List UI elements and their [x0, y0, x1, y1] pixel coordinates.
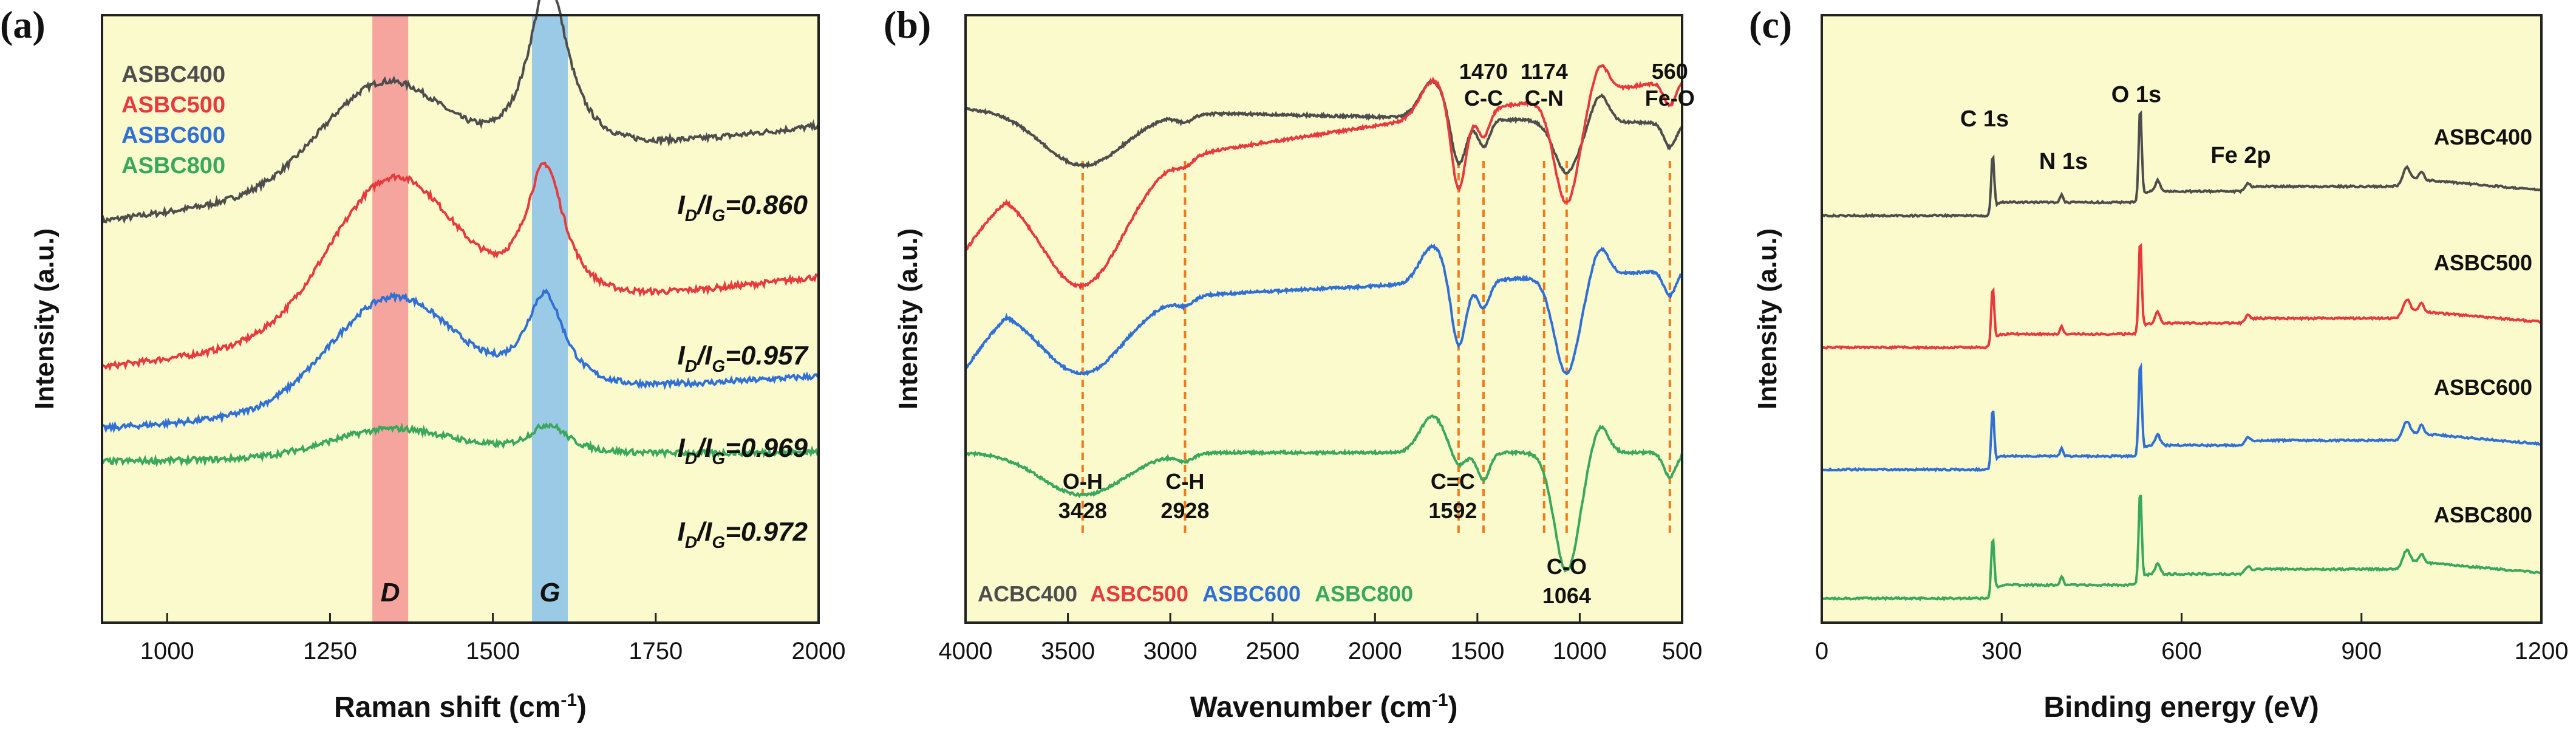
peak-label-line: O-H [1063, 469, 1103, 494]
series-line-asbc600 [101, 288, 820, 434]
x-tick-label: 1250 [303, 638, 357, 665]
series-line-asbc400 [964, 78, 1683, 176]
x-tick-label: 300 [1981, 638, 2022, 665]
legend-entry: ASBC500 [1090, 581, 1188, 606]
panel-a-label: (a) [0, 3, 46, 46]
peak-label: N 1s [2039, 149, 2088, 174]
panel-c-ylabel: Intensity (a.u.) [1753, 228, 1782, 409]
x-tick-label: 2000 [1348, 638, 1402, 665]
legend-entry: ASBC600 [121, 123, 225, 148]
peak-label-line: 1592 [1428, 498, 1477, 523]
x-tick-label: 2000 [792, 638, 846, 665]
panel-c: 0 300 600 900 1200 C 1s N 1s O 1s Fe 2p ASBC400 A… [1753, 14, 2569, 723]
series-line-asbc500 [101, 161, 820, 371]
panel-a-xlabel: Raman shift (cm-1) [334, 690, 587, 723]
d-band-highlight [372, 15, 409, 623]
legend-entry: ASBC500 [121, 92, 225, 118]
peak-label-line: C=C [1431, 469, 1475, 494]
x-tick-label: 1500 [466, 638, 520, 665]
peak-label-line: C-H [1165, 469, 1204, 494]
peak-label: C-O 1064 [1542, 554, 1591, 608]
x-tick-label: 900 [2341, 638, 2382, 665]
series-line-asbc800 [101, 422, 819, 468]
x-tick-label: 1750 [629, 638, 683, 665]
x-tick-label: 3500 [1041, 638, 1095, 665]
series-line-asbc800 [1821, 494, 2542, 601]
ratio-label: ID/IG=0.969 [677, 433, 808, 468]
series-label: ASBC500 [2434, 250, 2532, 275]
panel-c-plot-area [1822, 15, 2541, 623]
series-line-asbc500 [1821, 242, 2542, 351]
x-tick-label: 2500 [1245, 638, 1300, 665]
series-line-asbc600 [1821, 362, 2543, 473]
panel-b-plot-area [966, 15, 1682, 623]
x-tick-label: 0 [1815, 638, 1828, 665]
legend-entry: ASBC800 [121, 153, 225, 179]
x-tick-label: 1200 [2515, 638, 2569, 665]
g-band-highlight [532, 15, 568, 623]
g-band-label: G [539, 578, 560, 607]
panel-b-ylabel: Intensity (a.u.) [893, 228, 923, 409]
x-tick-label: 1000 [140, 638, 194, 665]
legend-entry: ACBC400 [978, 581, 1077, 606]
series-line-asbc400 [101, 0, 820, 224]
peak-label: O 1s [2111, 82, 2161, 108]
x-tick-label: 3000 [1143, 638, 1198, 665]
series-label: ASBC600 [2434, 375, 2532, 400]
peak-label-line: C-C [1464, 86, 1503, 111]
x-tick-label: 1000 [1553, 638, 1607, 665]
peak-label-line: 560 [1652, 59, 1688, 84]
peak-label-line: 1064 [1542, 583, 1591, 608]
peak-label: C 1s [1960, 106, 2009, 132]
peak-label-line: 1174 [1521, 59, 1568, 84]
x-tick-label: 600 [2161, 638, 2202, 665]
peak-label-line: C-N [1525, 86, 1564, 111]
peak-label: O-H 3428 [1058, 469, 1107, 523]
legend-entry: ASBC400 [121, 62, 225, 87]
ratio-label: ID/IG=0.957 [677, 341, 809, 375]
peak-label-line: Fe-O [1645, 86, 1695, 111]
x-tick-label: 500 [1662, 638, 1703, 665]
peak-label: Fe 2p [2210, 143, 2271, 168]
panel-a-ylabel: Intensity (a.u.) [30, 228, 60, 409]
panel-c-label: (c) [1749, 3, 1792, 46]
d-band-label: D [381, 578, 400, 607]
panel-b-xlabel: Wavenumber (cm-1) [1190, 690, 1458, 723]
ratio-label: ID/IG=0.860 [677, 190, 808, 225]
panel-c-xlabel: Binding energy (eV) [2043, 691, 2319, 723]
ratio-label: ID/IG=0.972 [677, 517, 808, 552]
series-label: ASBC800 [2434, 502, 2532, 527]
series-line-asbc500 [964, 63, 1683, 291]
peak-label-line: 3428 [1058, 498, 1107, 523]
peak-label-line: C-O [1547, 554, 1587, 579]
x-tick-label: 1500 [1450, 638, 1504, 665]
panel-b: 4000 3500 3000 2500 2000 1500 1000 500 O-H 3428 C… [893, 14, 1703, 723]
peak-label: C-H 2928 [1160, 469, 1209, 523]
peak-label-line: 2928 [1160, 498, 1209, 523]
peak-label-line: 1470 [1459, 59, 1508, 84]
legend-entry: ASBC600 [1202, 581, 1301, 606]
x-tick-label: 4000 [939, 638, 993, 665]
peak-label: C=C 1592 [1428, 469, 1477, 523]
panel-a: 1000 1250 1500 1750 2000 D G ASBC400 ASBC500 A… [30, 0, 845, 723]
series-line-asbc600 [964, 243, 1683, 377]
series-line-asbc800 [965, 414, 1683, 573]
panel-b-label: (b) [884, 3, 931, 46]
legend-entry: ASBC800 [1315, 581, 1413, 606]
series-line-asbc400 [1821, 110, 2542, 219]
series-label: ASBC400 [2434, 125, 2532, 149]
